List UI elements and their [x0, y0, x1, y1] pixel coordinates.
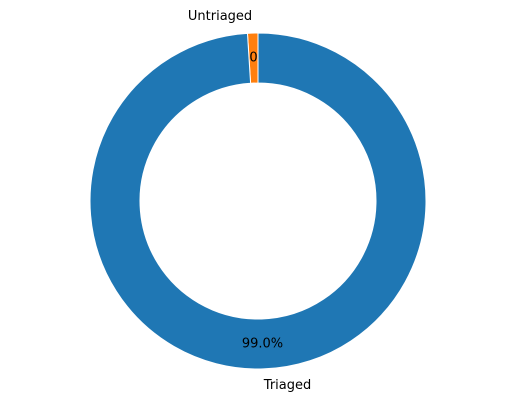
slice-label-untriaged: Untriaged [188, 9, 252, 24]
slice-triaged [89, 32, 427, 370]
slice-percent-triaged: 99.0% [242, 336, 283, 351]
slice-label-triaged: Triaged [263, 378, 311, 393]
